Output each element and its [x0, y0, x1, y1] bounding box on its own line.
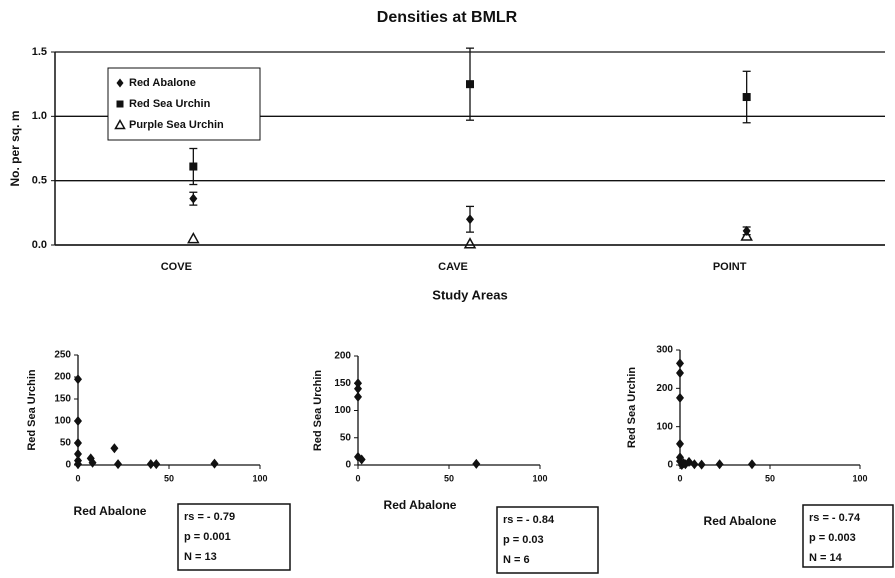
- marker-diamond: [114, 459, 123, 470]
- marker-diamond: [466, 214, 474, 225]
- x-axis-label: Red Abalone: [384, 498, 457, 512]
- stats-box: [802, 504, 894, 568]
- marker-diamond: [354, 378, 362, 389]
- marker-diamond: [715, 459, 724, 470]
- y-tick-label: 0.0: [32, 239, 47, 251]
- x-tick-label: CAVE: [438, 261, 468, 273]
- marker-triangle: [187, 232, 200, 244]
- y-tick-label: 0: [667, 460, 673, 471]
- y-axis-label: Red Sea Urchin: [26, 369, 38, 451]
- marker-square: [742, 93, 751, 102]
- marker-diamond: [472, 458, 481, 469]
- marker-diamond: [74, 438, 82, 448]
- y-tick-label: 100: [54, 416, 71, 427]
- x-tick-label: COVE: [161, 261, 192, 273]
- x-tick-label: 50: [765, 473, 775, 483]
- y-tick-label: 100: [656, 421, 673, 432]
- stats-box: [496, 506, 599, 574]
- marker-diamond: [189, 193, 198, 204]
- marker-diamond: [748, 459, 756, 470]
- marker-diamond: [74, 416, 82, 426]
- y-tick-label: 250: [54, 350, 71, 361]
- marker-diamond: [676, 438, 684, 449]
- stats-line: N = 13: [184, 551, 217, 563]
- y-tick-label: 50: [60, 438, 72, 449]
- marker-square: [189, 162, 198, 171]
- y-tick-label: 50: [340, 432, 352, 443]
- marker-square: [466, 80, 474, 89]
- stats-line: N = 14: [809, 552, 843, 564]
- x-tick-label: 0: [355, 473, 360, 483]
- y-tick-label: 150: [54, 394, 71, 405]
- y-tick-label: 200: [334, 351, 351, 362]
- y-tick-label: 200: [656, 383, 673, 394]
- y-tick-label: 0: [345, 460, 351, 471]
- stats-line: p = 0.003: [809, 532, 856, 544]
- marker-triangle: [740, 229, 753, 241]
- y-tick-label: 0.5: [32, 175, 47, 187]
- y-tick-label: 150: [334, 378, 351, 389]
- x-tick-label: 50: [444, 473, 454, 483]
- marker-diamond: [676, 358, 684, 369]
- y-tick-label: 1.0: [32, 110, 47, 122]
- legend-label: Red Sea Urchin: [129, 98, 211, 110]
- marker-diamond: [690, 459, 699, 470]
- x-axis-label: Red Abalone: [704, 514, 777, 528]
- marker-diamond: [146, 459, 155, 470]
- stats-line: rs = - 0.79: [184, 511, 235, 523]
- x-axis-label: Study Areas: [432, 287, 507, 302]
- y-axis-label: Red Sea Urchin: [312, 370, 324, 452]
- stats-line: rs = - 0.84: [503, 514, 555, 526]
- y-axis-label: Red Sea Urchin: [626, 367, 638, 449]
- marker-diamond: [354, 383, 362, 394]
- stats-line: rs = - 0.74: [809, 512, 861, 524]
- y-tick-label: 100: [334, 405, 351, 416]
- x-tick-label: 0: [75, 473, 80, 483]
- marker-diamond: [116, 78, 124, 88]
- marker-triangle: [463, 237, 477, 249]
- y-tick-label: 200: [54, 372, 71, 383]
- y-axis-label: No. per sq. m: [8, 110, 22, 186]
- marker-diamond: [88, 457, 97, 468]
- legend-label: Red Abalone: [129, 77, 196, 89]
- marker-diamond: [676, 392, 684, 403]
- y-tick-label: 0: [65, 460, 71, 471]
- stats-line: p = 0.03: [503, 534, 544, 546]
- legend-box: [107, 67, 261, 141]
- marker-diamond: [354, 391, 362, 402]
- marker-diamond: [210, 458, 219, 469]
- marker-square: [116, 100, 124, 108]
- x-tick-label: 0: [677, 473, 682, 483]
- marker-diamond: [74, 449, 82, 459]
- y-tick-label: 1.5: [32, 46, 47, 58]
- x-tick-label: 100: [252, 473, 267, 483]
- legend-label: Purple Sea Urchin: [129, 119, 224, 131]
- stats-box: [177, 503, 291, 571]
- x-tick-label: POINT: [713, 261, 747, 273]
- marker-diamond: [74, 374, 82, 385]
- x-tick-label: 100: [852, 473, 867, 483]
- marker-diamond: [152, 459, 161, 470]
- x-tick-label: 100: [532, 473, 547, 483]
- marker-diamond: [676, 368, 684, 378]
- marker-triangle: [114, 118, 126, 130]
- stats-line: p = 0.001: [184, 531, 231, 543]
- stats-line: N = 6: [503, 554, 530, 566]
- marker-diamond: [74, 459, 82, 470]
- marker-diamond: [357, 454, 366, 465]
- chart-title: Densities at BMLR: [377, 9, 518, 26]
- marker-diamond: [110, 443, 119, 454]
- marker-diamond: [697, 459, 706, 470]
- x-axis-label: Red Abalone: [74, 504, 147, 518]
- y-tick-label: 300: [656, 345, 673, 356]
- x-tick-label: 50: [164, 473, 174, 483]
